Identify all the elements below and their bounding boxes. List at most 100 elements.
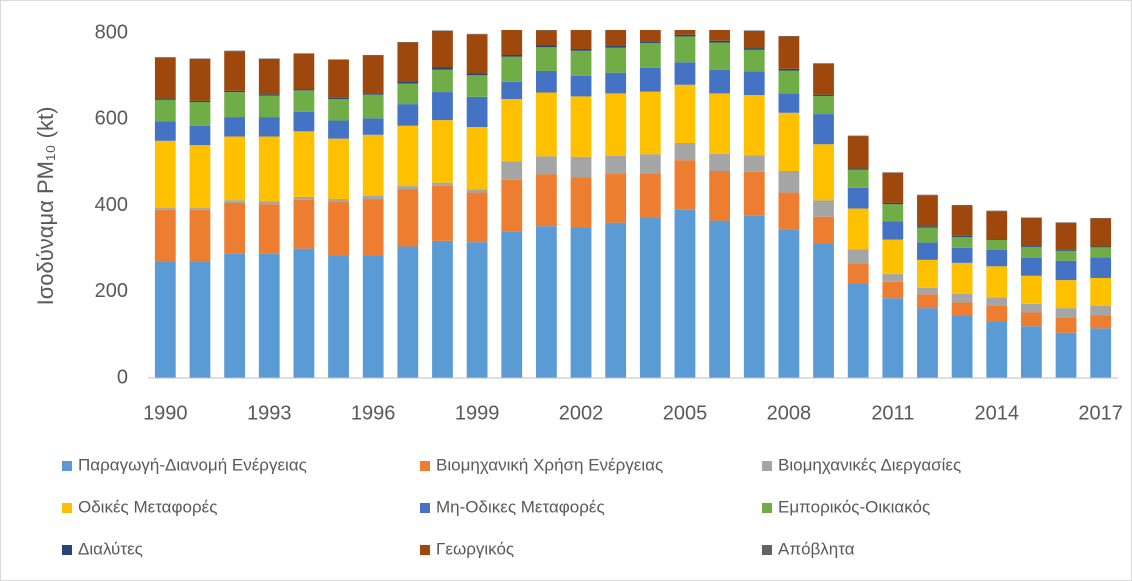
bar-segment (778, 229, 800, 378)
bar-segment (951, 236, 973, 248)
bar-segment (328, 59, 349, 98)
bar-segment (882, 204, 904, 222)
bar-segment (917, 294, 938, 309)
bar-segment (709, 40, 730, 43)
bar-segment (674, 62, 696, 85)
bar-segment (466, 192, 488, 243)
bar-segment (639, 42, 661, 68)
x-tick-label: 2008 (767, 402, 812, 424)
bar-segment (570, 75, 592, 97)
bar-segment (986, 321, 1008, 378)
bar-segment (189, 209, 211, 262)
bar-segment (397, 246, 419, 378)
bar-segment (362, 255, 384, 378)
bar-segment (882, 298, 904, 378)
bar-segment (189, 261, 211, 378)
legend-label: Οδικές Μεταφορές (78, 497, 217, 516)
bar-segment (951, 302, 973, 316)
bar-segment (917, 287, 938, 295)
x-tick-label: 1999 (455, 402, 500, 424)
bar-segment (328, 202, 349, 256)
bar-segment (397, 42, 419, 82)
bar-segment (1021, 275, 1042, 304)
bar-segment (639, 91, 661, 155)
bar-segment (986, 266, 1008, 298)
bar-segment (743, 48, 765, 50)
bar-segment (536, 226, 557, 378)
legend-label: Μη-Οδικες Μεταφορές (436, 497, 605, 516)
bar-segment (258, 204, 280, 254)
bar-segment (813, 243, 834, 378)
bar-segment (570, 96, 592, 157)
bar-segment (154, 261, 176, 378)
bar-segment (501, 179, 523, 232)
bar-segment (1055, 332, 1077, 378)
bar-segment (847, 263, 869, 284)
bar-segment (882, 239, 904, 275)
bar-segment (570, 227, 592, 378)
bar-segment (986, 297, 1008, 306)
legend-swatch (762, 461, 772, 471)
bar-segment (328, 98, 349, 121)
bar-segment (917, 308, 938, 378)
bar-segment (605, 174, 627, 223)
bar-segment (224, 90, 245, 93)
bar-segment (397, 104, 419, 126)
bar-segment (328, 255, 349, 378)
bar-segment (432, 30, 453, 68)
legend-swatch (62, 461, 72, 471)
bar-segment (1021, 257, 1042, 276)
bar-segment (154, 140, 176, 208)
bar-segment (847, 169, 869, 188)
bar-segment (362, 93, 384, 95)
bar-segment (154, 98, 176, 100)
bar-segment (397, 83, 419, 105)
legend-swatch (420, 461, 430, 471)
bar-segment (674, 84, 696, 143)
bar-segment (189, 207, 211, 210)
bar-segment (397, 81, 419, 84)
bar-segment (917, 259, 938, 288)
bar-segment (778, 36, 800, 69)
bar-segment (1090, 246, 1112, 248)
bar-segment (258, 94, 280, 96)
bar-segment (501, 54, 523, 57)
bar-segment (743, 71, 765, 96)
y-axis-title: Ισοδύναμα PM₁₀ (kt) (33, 107, 58, 306)
bar-segment (466, 242, 488, 378)
bar-segment (501, 56, 523, 82)
x-tick-label: 2002 (559, 402, 604, 424)
bar-segment (362, 196, 384, 200)
bar-segment (743, 155, 765, 172)
x-tick-label: 2014 (975, 402, 1020, 424)
bar-segment (293, 90, 315, 112)
bar-segment (743, 95, 765, 156)
bar-segment (432, 67, 453, 70)
bar-segment (813, 216, 834, 244)
bar-segment (1021, 312, 1042, 327)
bar-segment (501, 98, 523, 162)
bar-segment (743, 171, 765, 216)
bar-segment (813, 63, 834, 95)
bar-segment (778, 68, 800, 71)
bar-segment (605, 30, 627, 46)
bar-segment (917, 195, 938, 227)
bar-segment (570, 48, 592, 51)
bar-segment (674, 209, 696, 378)
bar-segment (224, 117, 245, 137)
bar-segment (432, 185, 453, 241)
legend-swatch (62, 503, 72, 513)
bar-segment (917, 226, 938, 228)
bar-segment (639, 217, 661, 378)
bar-segment (709, 30, 730, 41)
bar-segment (639, 173, 661, 218)
bar-segment (882, 221, 904, 240)
bar-segment (397, 125, 419, 187)
bar-segment (917, 242, 938, 260)
bar-segment (639, 154, 661, 174)
bar-segment (778, 171, 800, 193)
bar-segment (224, 51, 245, 91)
bar-segment (362, 55, 384, 94)
bar-segment (847, 168, 869, 170)
